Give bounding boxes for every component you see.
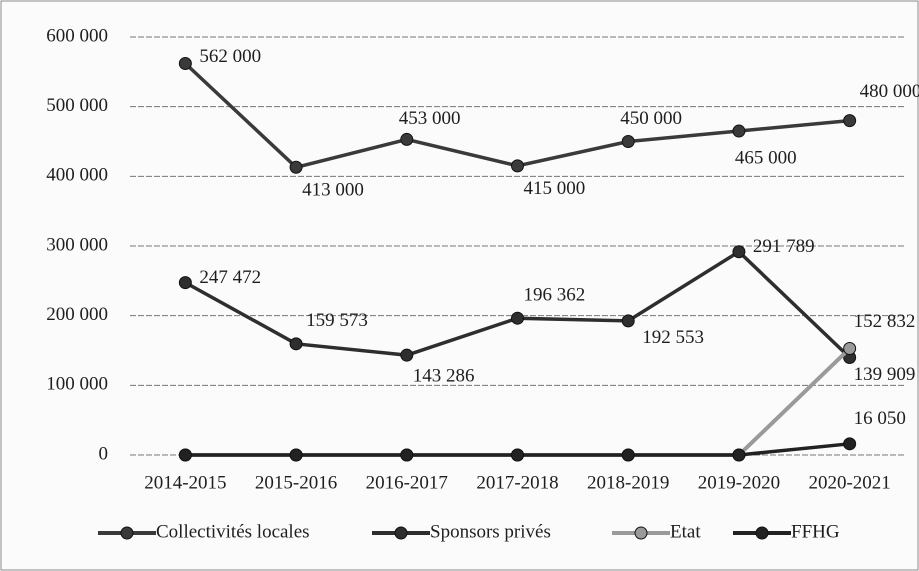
y-tick-label: 600 000 — [46, 25, 108, 46]
legend-label: Collectivités locales — [156, 521, 310, 542]
data-label: 192 553 — [642, 327, 704, 348]
data-label: 480 000 — [860, 81, 919, 102]
data-label: 413 000 — [302, 180, 364, 201]
data-label: 143 286 — [413, 366, 475, 387]
y-tick-label: 400 000 — [46, 165, 108, 186]
legend-marker — [634, 526, 648, 540]
data-label: 453 000 — [399, 108, 461, 129]
legend-marker — [394, 526, 408, 540]
point — [732, 245, 746, 259]
y-tick-label: 0 — [99, 443, 109, 464]
point — [621, 135, 635, 148]
point — [289, 337, 303, 351]
x-tick-label: 2015-2016 — [255, 472, 337, 493]
legend-label: Etat — [670, 521, 701, 542]
data-label: 247 472 — [199, 267, 261, 288]
point — [732, 448, 746, 462]
data-label: 16 050 — [854, 408, 906, 429]
y-tick-label: 500 000 — [46, 95, 108, 116]
data-label: 159 573 — [306, 310, 368, 331]
x-tick-label: 2020-2021 — [808, 472, 890, 493]
point — [178, 56, 192, 70]
data-label: 415 000 — [524, 178, 586, 199]
point — [400, 348, 414, 362]
data-label: 450 000 — [620, 108, 682, 129]
legend-marker — [755, 526, 769, 540]
point — [843, 114, 857, 128]
y-tick-label: 100 000 — [46, 374, 108, 395]
legend-label: FFHG — [791, 521, 840, 542]
data-label: 152 832 — [854, 311, 916, 332]
data-label: 139 909 — [854, 364, 916, 385]
point — [178, 276, 192, 290]
y-tick-label: 300 000 — [46, 234, 108, 255]
x-tick-label: 2019-2020 — [698, 472, 780, 493]
point — [289, 448, 303, 462]
point — [289, 160, 303, 174]
point — [511, 159, 524, 173]
point — [511, 311, 524, 325]
point — [621, 314, 635, 328]
point — [843, 437, 857, 451]
point — [511, 448, 524, 462]
point — [400, 132, 414, 146]
legend-marker — [120, 526, 134, 540]
x-tick-label: 2016-2017 — [366, 472, 448, 493]
data-label: 465 000 — [735, 147, 797, 168]
point — [732, 124, 746, 138]
point — [400, 448, 414, 462]
x-tick-label: 2017-2018 — [476, 472, 558, 493]
legend-label: Sponsors privés — [430, 521, 551, 542]
point — [843, 342, 857, 356]
data-label: 291 789 — [753, 236, 815, 257]
y-tick-label: 200 000 — [46, 304, 108, 325]
point — [178, 448, 192, 462]
x-tick-label: 2018-2019 — [587, 472, 669, 493]
point — [621, 448, 635, 462]
x-tick-label: 2014-2015 — [144, 472, 226, 493]
data-label: 562 000 — [199, 46, 261, 67]
data-label: 196 362 — [524, 285, 586, 306]
